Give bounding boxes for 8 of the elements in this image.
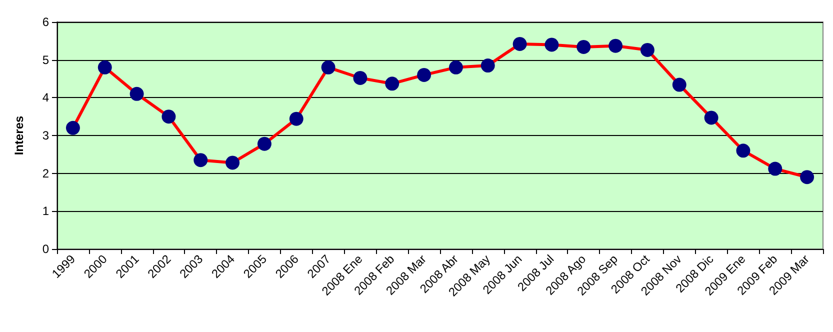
y-axis-title: Interes (12, 116, 26, 156)
y-tick-label: 2 (42, 166, 50, 180)
y-tick-label: 5 (42, 52, 50, 67)
y-tick-label: 0 (42, 242, 50, 256)
y-tick-label: 3 (42, 128, 50, 142)
y-tick-label: 4 (42, 90, 50, 105)
y-tick-label: 6 (42, 15, 50, 29)
y-tick-label: 1 (42, 204, 50, 218)
